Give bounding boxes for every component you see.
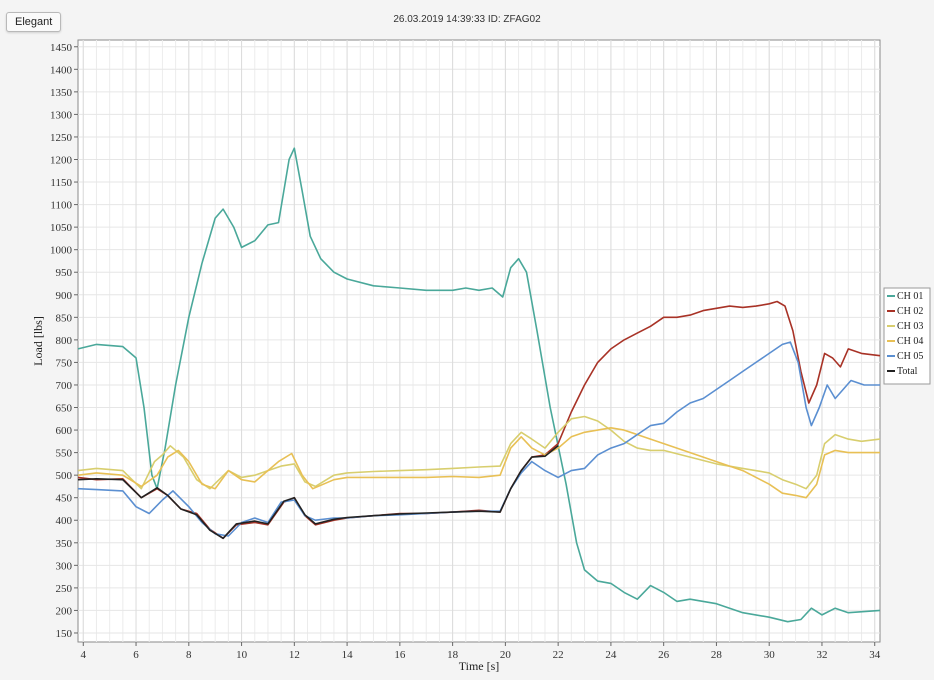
legend-label: CH 04 xyxy=(897,336,923,347)
series-lines xyxy=(77,147,881,623)
y-tick-label: 1050 xyxy=(50,222,73,234)
legend-box xyxy=(883,287,931,385)
y-tick-label: 1400 xyxy=(50,64,73,76)
legend: CH 01 CH 02 CH 03 CH 04 CH 05 Total xyxy=(883,287,931,385)
x-axis-label: Time [s] xyxy=(459,659,500,673)
x-tick-label: 26 xyxy=(658,649,670,661)
y-tick-label: 850 xyxy=(56,312,73,324)
x-tick-label: 22 xyxy=(553,649,564,661)
y-tick-label: 150 xyxy=(56,628,73,640)
x-tick-label: 14 xyxy=(342,649,354,661)
legend-label: CH 05 xyxy=(897,351,923,362)
y-tick-label: 1000 xyxy=(50,245,73,257)
y-tick-label: 700 xyxy=(56,380,73,392)
y-tick-label: 1200 xyxy=(50,154,73,166)
x-axis-ticks: 4 6 8 10 12 14 16 18 20 22 24 26 28 30 32 34 xyxy=(81,642,881,661)
x-tick-label: 30 xyxy=(764,649,776,661)
series-line-total xyxy=(77,445,559,540)
y-tick-label: 1250 xyxy=(50,132,73,144)
y-axis-label: Load [lbs] xyxy=(31,316,45,366)
y-axis-ticks: 150 200 250 300 350 400 450 500 550 600 650 700 750 8… xyxy=(50,42,78,640)
y-tick-label: 250 xyxy=(56,583,73,595)
x-tick-label: 4 xyxy=(81,649,87,661)
y-tick-label: 1150 xyxy=(50,177,72,189)
x-tick-label: 32 xyxy=(816,649,827,661)
series-line-ch-01 xyxy=(77,147,881,623)
x-tick-label: 20 xyxy=(500,649,512,661)
y-tick-label: 200 xyxy=(56,605,73,617)
legend-label: CH 02 xyxy=(897,306,923,317)
y-tick-label: 950 xyxy=(56,267,73,279)
x-tick-label: 34 xyxy=(869,649,881,661)
grid xyxy=(78,40,880,642)
legend-label: CH 03 xyxy=(897,321,923,332)
y-tick-label: 650 xyxy=(56,403,73,415)
y-tick-label: 1300 xyxy=(50,109,73,121)
y-tick-label: 1450 xyxy=(50,42,73,54)
y-tick-label: 900 xyxy=(56,290,73,302)
series-line-ch-05 xyxy=(77,341,880,537)
x-tick-label: 6 xyxy=(133,649,139,661)
x-tick-label: 18 xyxy=(447,649,459,661)
x-tick-label: 16 xyxy=(394,649,406,661)
x-tick-label: 10 xyxy=(236,649,248,661)
y-tick-label: 1100 xyxy=(50,200,72,212)
x-tick-label: 8 xyxy=(186,649,192,661)
y-tick-label: 750 xyxy=(56,357,73,369)
chart-title: 26.03.2019 14:39:33 ID: ZFAG02 xyxy=(393,14,541,25)
y-tick-label: 550 xyxy=(56,448,73,460)
y-tick-label: 800 xyxy=(56,335,73,347)
y-tick-label: 500 xyxy=(56,470,73,482)
y-tick-label: 400 xyxy=(56,515,73,527)
series-line-ch-04 xyxy=(77,427,880,499)
y-tick-label: 300 xyxy=(56,560,73,572)
legend-label: CH 01 xyxy=(897,291,923,302)
y-tick-label: 1350 xyxy=(50,87,73,99)
y-tick-label: 350 xyxy=(56,538,73,550)
x-tick-label: 24 xyxy=(605,649,617,661)
legend-label: Total xyxy=(897,366,918,377)
x-tick-label: 12 xyxy=(289,649,300,661)
y-tick-label: 600 xyxy=(56,425,73,437)
elegant-badge[interactable]: Elegant xyxy=(6,12,62,32)
x-tick-label: 28 xyxy=(711,649,723,661)
y-tick-label: 450 xyxy=(56,493,73,505)
